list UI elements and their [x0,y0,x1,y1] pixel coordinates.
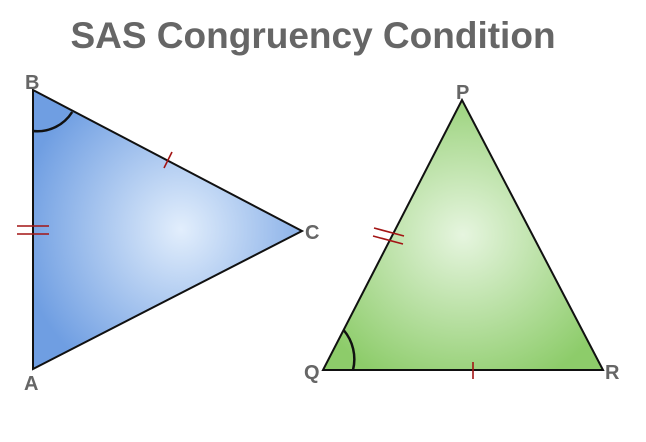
angle-arc-q [342,329,356,371]
triangle-abc-shape [32,88,305,371]
vertex-label-r: R [605,362,620,384]
vertex-label-c: C [305,222,319,244]
triangle-abc: B C A [17,72,319,395]
tick-pq-1 [373,227,405,237]
vertex-label-a: A [24,373,38,395]
vertex-label-q: Q [304,362,320,384]
triangle-pqr: P Q R [304,82,620,384]
triangle-pqr-shape [321,97,605,371]
tick-bc [163,151,173,169]
vertex-label-p: P [456,82,469,104]
page-title: SAS Congruency Condition [70,15,556,56]
tick-pq-2 [372,235,404,245]
vertex-label-b: B [25,72,39,94]
angle-arc-b [32,111,74,133]
